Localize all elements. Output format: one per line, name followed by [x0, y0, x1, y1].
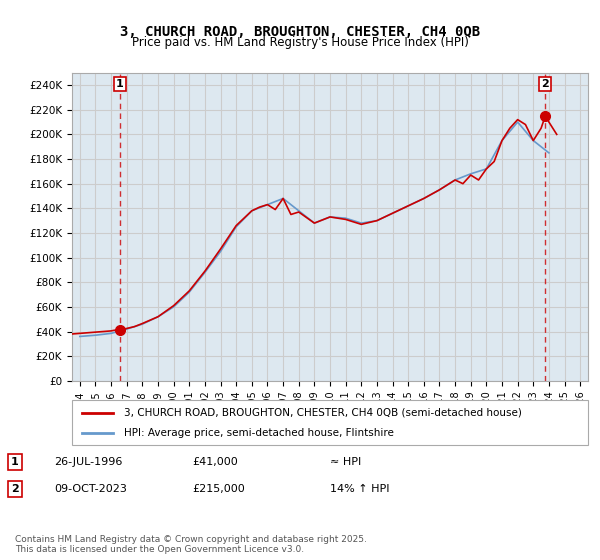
Text: HPI: Average price, semi-detached house, Flintshire: HPI: Average price, semi-detached house,…	[124, 428, 394, 438]
Text: 1: 1	[11, 457, 19, 467]
Text: 26-JUL-1996: 26-JUL-1996	[54, 457, 122, 467]
Text: £41,000: £41,000	[192, 457, 238, 467]
Text: Contains HM Land Registry data © Crown copyright and database right 2025.
This d: Contains HM Land Registry data © Crown c…	[15, 535, 367, 554]
Text: 09-OCT-2023: 09-OCT-2023	[54, 484, 127, 494]
Text: 1: 1	[116, 79, 124, 89]
Text: £215,000: £215,000	[192, 484, 245, 494]
Text: 2: 2	[541, 79, 549, 89]
Text: 3, CHURCH ROAD, BROUGHTON, CHESTER, CH4 0QB: 3, CHURCH ROAD, BROUGHTON, CHESTER, CH4 …	[120, 25, 480, 39]
Text: 14% ↑ HPI: 14% ↑ HPI	[330, 484, 389, 494]
Text: ≈ HPI: ≈ HPI	[330, 457, 361, 467]
FancyBboxPatch shape	[72, 400, 588, 445]
Text: 2: 2	[11, 484, 19, 494]
Text: Price paid vs. HM Land Registry's House Price Index (HPI): Price paid vs. HM Land Registry's House …	[131, 36, 469, 49]
Text: 3, CHURCH ROAD, BROUGHTON, CHESTER, CH4 0QB (semi-detached house): 3, CHURCH ROAD, BROUGHTON, CHESTER, CH4 …	[124, 408, 521, 418]
